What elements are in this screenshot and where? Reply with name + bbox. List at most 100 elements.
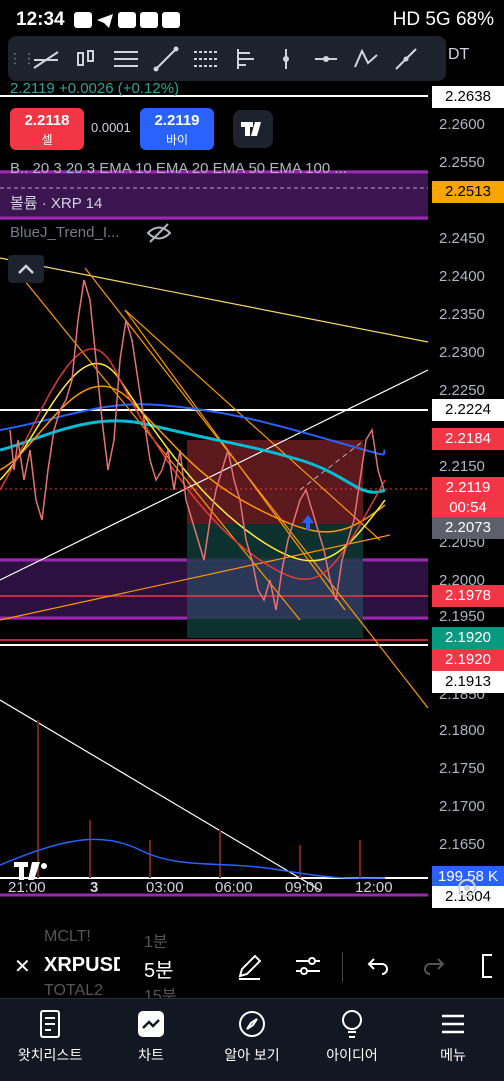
fullscreen-icon[interactable] bbox=[480, 952, 504, 985]
time-label: 09:00 bbox=[285, 879, 323, 896]
sell-price: 2.2118 bbox=[24, 112, 70, 129]
tab-watchlist[interactable]: 왓치리스트 bbox=[0, 1007, 100, 1065]
price-tick: 2.2300 bbox=[439, 344, 485, 361]
redo-icon[interactable] bbox=[424, 954, 446, 981]
volume-bars bbox=[37, 720, 361, 878]
tab-ideas[interactable]: 아이디어 bbox=[302, 1007, 402, 1065]
bottom-navigation: 왓치리스트 차트 알아 보기 아이디어 메뉴 bbox=[0, 998, 504, 1081]
horizontal-lines-icon[interactable] bbox=[106, 39, 146, 79]
axis-label: 2.2224 bbox=[432, 399, 504, 421]
pen-icon[interactable] bbox=[236, 952, 262, 985]
compass-icon bbox=[202, 1007, 302, 1041]
axis-label: 2.1920 bbox=[432, 627, 504, 649]
price-tick: 2.2400 bbox=[439, 268, 485, 285]
axis-label: 2.1604 bbox=[432, 886, 504, 908]
price-tick: 2.2000 bbox=[439, 572, 485, 589]
axis-label: 2.1978 bbox=[432, 585, 504, 607]
symbol-right-label[interactable]: DT bbox=[448, 46, 470, 63]
youtube-icon bbox=[162, 12, 180, 28]
tradingview-watermark-icon bbox=[14, 860, 52, 887]
buy-button[interactable]: 2.2119 바이 bbox=[140, 108, 214, 150]
app-icon bbox=[118, 12, 136, 28]
price-change: 2.2119 +0.0026 (+0.12%) bbox=[10, 80, 180, 97]
axis-label: 2.2184 bbox=[432, 428, 504, 450]
ghost-symbol: MCLT! bbox=[44, 928, 91, 945]
time-label: 12:00 bbox=[355, 879, 393, 896]
fib-icon[interactable] bbox=[186, 39, 226, 79]
price-tick: 2.1800 bbox=[439, 722, 485, 739]
close-icon[interactable]: ✕ bbox=[14, 956, 31, 978]
tab-explore[interactable]: 알아 보기 bbox=[202, 1007, 302, 1065]
tab-label: 아이디어 bbox=[326, 1047, 378, 1063]
tab-chart[interactable]: 차트 bbox=[101, 1007, 201, 1065]
price-tick: 2.2350 bbox=[439, 306, 485, 323]
trend-line-icon[interactable] bbox=[146, 39, 186, 79]
spread: 0.0001 bbox=[91, 120, 131, 135]
ghost-symbol: TOTAL2 bbox=[44, 982, 103, 999]
volume-axis-label: 199.58 K bbox=[432, 866, 504, 888]
drag-handle-icon[interactable]: ⋮⋮ bbox=[8, 50, 36, 66]
axis-label: 2.2638 bbox=[432, 86, 504, 108]
watchlist-icon bbox=[0, 1007, 100, 1041]
hidden-eye-icon[interactable] bbox=[146, 222, 172, 249]
sell-label: 셀 bbox=[41, 133, 53, 147]
volume-legend[interactable]: 볼륨 · XRP 14 bbox=[10, 195, 103, 212]
chart-icon bbox=[101, 1007, 201, 1041]
axis-label: 2.1920 bbox=[432, 649, 504, 671]
sell-button[interactable]: 2.2118 셀 bbox=[10, 108, 84, 150]
axis-label: 2.1913 bbox=[432, 671, 504, 693]
drawing-toolbar: ⋮⋮ bbox=[8, 36, 446, 81]
tab-label: 왓치리스트 bbox=[17, 1047, 83, 1063]
indicators-icon[interactable] bbox=[294, 954, 322, 983]
talk-icon bbox=[74, 12, 92, 28]
price-tick: 2.1650 bbox=[439, 836, 485, 853]
price-tick: 2.2550 bbox=[439, 154, 485, 171]
status-time: 12:34 bbox=[16, 9, 65, 30]
gallery-icon bbox=[140, 12, 158, 28]
interval-selector[interactable]: 5분 bbox=[144, 960, 174, 982]
ema-legend[interactable]: B.. 20 3 20 3 EMA 10 EMA 20 EMA 50 EMA 1… bbox=[10, 160, 347, 177]
time-label: 06:00 bbox=[215, 879, 253, 896]
collapse-legend-button[interactable] bbox=[8, 255, 44, 283]
volume-profile-icon[interactable] bbox=[226, 39, 266, 79]
bluej-legend[interactable]: BlueJ_Trend_I... bbox=[10, 224, 120, 241]
status-bar: 12:34 HD 5G 68% bbox=[0, 0, 504, 42]
divider bbox=[342, 952, 343, 982]
tab-label: 메뉴 bbox=[440, 1047, 466, 1063]
symbol-toolbar: MCLT! 1분 ✕ XRPUSD 5분 TOTAL2 15분 bbox=[0, 928, 504, 1005]
path-icon[interactable] bbox=[386, 39, 426, 79]
candles-icon[interactable] bbox=[66, 39, 106, 79]
price-tick: 2.2250 bbox=[439, 382, 485, 399]
tradingview-logo-button[interactable] bbox=[233, 110, 273, 148]
trend-angle-icon[interactable] bbox=[26, 39, 66, 79]
tab-menu[interactable]: 메뉴 bbox=[403, 1007, 503, 1065]
telegram-icon bbox=[96, 12, 114, 28]
ghost-interval: 1분 bbox=[144, 934, 168, 951]
horizontal-ray-icon[interactable] bbox=[306, 39, 346, 79]
price-tick: 2.1950 bbox=[439, 608, 485, 625]
countdown-label: 00:54 bbox=[432, 497, 504, 519]
axis-label: 2.2513 bbox=[432, 181, 504, 203]
axis-label: 2.2073 bbox=[432, 517, 504, 539]
time-label: 3 bbox=[90, 879, 99, 896]
lightbulb-icon bbox=[302, 1007, 402, 1041]
price-tick: 2.2150 bbox=[439, 458, 485, 475]
purple-zone-top bbox=[0, 170, 428, 220]
tab-label: 알아 보기 bbox=[224, 1047, 280, 1063]
time-label: 21:00 bbox=[8, 879, 46, 896]
price-tick: 2.1700 bbox=[439, 798, 485, 815]
buy-label: 바이 bbox=[165, 133, 189, 147]
price-tick: 2.2600 bbox=[439, 116, 485, 133]
symbol-selector[interactable]: XRPUSD bbox=[44, 954, 120, 976]
undo-icon[interactable] bbox=[366, 954, 388, 981]
candles bbox=[9, 279, 385, 611]
chart-settings-gear-icon[interactable] bbox=[455, 876, 479, 905]
price-tick: 2.2450 bbox=[439, 230, 485, 247]
status-right: HD 5G 68% bbox=[392, 9, 494, 30]
buy-price: 2.2119 bbox=[154, 112, 200, 129]
tab-label: 차트 bbox=[138, 1047, 164, 1063]
pattern-icon[interactable] bbox=[346, 39, 386, 79]
current-price-label: 2.2119 bbox=[432, 477, 504, 499]
vertical-line-icon[interactable] bbox=[266, 39, 306, 79]
price-chart[interactable] bbox=[0, 0, 504, 940]
